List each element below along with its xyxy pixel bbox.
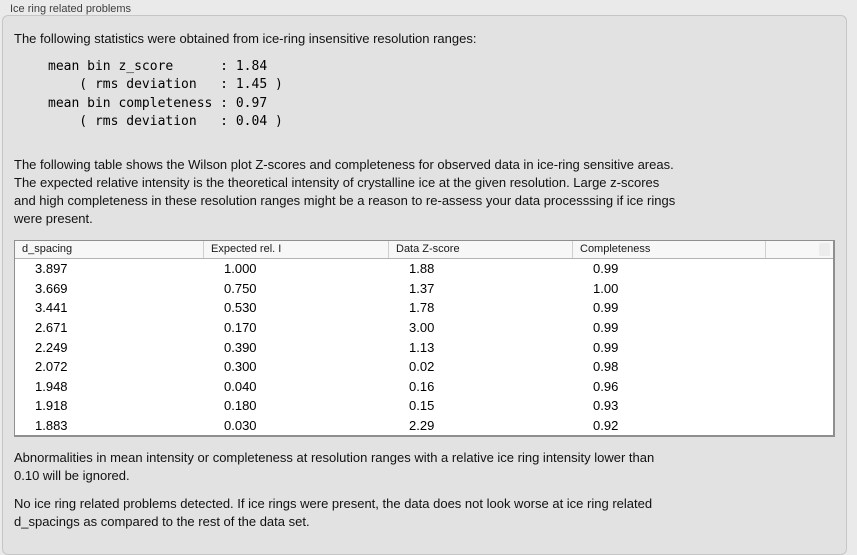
cell-expected-rel-i: 0.300 xyxy=(224,359,257,375)
column-header-data-z-score[interactable]: Data Z-score xyxy=(389,241,573,258)
cell-data-z-score: 1.13 xyxy=(409,339,435,355)
intro-text: The following statistics were obtained f… xyxy=(14,31,477,46)
table-body: 3.897 1.000 1.88 0.99 3.669 0.750 1.37 1… xyxy=(15,259,833,435)
cell-d-spacing: 1.918 xyxy=(35,398,68,414)
cell-expected-rel-i: 0.170 xyxy=(224,319,257,335)
ignore-note: Abnormalities in mean intensity or compl… xyxy=(14,450,655,483)
ice-ring-groupbox: The following statistics were obtained f… xyxy=(2,15,847,555)
cell-data-z-score: 0.02 xyxy=(409,359,435,375)
cell-data-z-score: 2.29 xyxy=(409,418,435,434)
cell-expected-rel-i: 1.000 xyxy=(224,261,257,276)
cell-d-spacing: 1.883 xyxy=(35,418,68,434)
cell-data-z-score: 0.15 xyxy=(409,398,435,414)
cell-expected-rel-i: 0.750 xyxy=(224,280,257,296)
table-row[interactable]: 1.883 0.030 2.29 0.92 xyxy=(15,416,833,435)
cell-data-z-score: 1.88 xyxy=(409,261,435,276)
table-row[interactable]: 2.249 0.390 1.13 0.99 xyxy=(15,338,833,358)
cell-completeness: 0.99 xyxy=(593,261,619,276)
cell-d-spacing: 3.441 xyxy=(35,300,68,316)
table-row[interactable]: 3.897 1.000 1.88 0.99 xyxy=(15,259,833,279)
cell-completeness: 0.98 xyxy=(593,359,619,375)
cell-completeness: 0.99 xyxy=(593,339,619,355)
cell-d-spacing: 3.669 xyxy=(35,280,68,296)
cell-data-z-score: 3.00 xyxy=(409,319,435,335)
cell-expected-rel-i: 0.030 xyxy=(224,418,257,434)
cell-completeness: 0.99 xyxy=(593,300,619,316)
cell-completeness: 0.96 xyxy=(593,378,619,394)
header-spacer xyxy=(819,243,830,256)
cell-data-z-score: 0.16 xyxy=(409,378,435,394)
cell-d-spacing: 1.948 xyxy=(35,378,68,394)
table-row[interactable]: 3.669 0.750 1.37 1.00 xyxy=(15,279,833,299)
column-header-d-spacing[interactable]: d_spacing xyxy=(15,241,204,258)
cell-d-spacing: 3.897 xyxy=(35,261,68,276)
cell-expected-rel-i: 0.180 xyxy=(224,398,257,414)
cell-expected-rel-i: 0.040 xyxy=(224,378,257,394)
stats-block: mean bin z_score : 1.84 ( rms deviation … xyxy=(48,59,283,129)
cell-completeness: 1.00 xyxy=(593,280,619,296)
table-row[interactable]: 1.948 0.040 0.16 0.96 xyxy=(15,377,833,397)
table-header-row: d_spacing Expected rel. I Data Z-score C… xyxy=(15,241,833,259)
column-header-completeness[interactable]: Completeness xyxy=(573,241,766,258)
cell-completeness: 0.99 xyxy=(593,319,619,335)
table-row[interactable]: 2.671 0.170 3.00 0.99 xyxy=(15,318,833,338)
cell-expected-rel-i: 0.390 xyxy=(224,339,257,355)
cell-expected-rel-i: 0.530 xyxy=(224,300,257,316)
cell-d-spacing: 2.072 xyxy=(35,359,68,375)
cell-d-spacing: 2.671 xyxy=(35,319,68,335)
cell-completeness: 0.92 xyxy=(593,418,619,434)
conclusion-text: No ice ring related problems detected. I… xyxy=(14,496,653,529)
ice-ring-table[interactable]: d_spacing Expected rel. I Data Z-score C… xyxy=(14,240,835,437)
table-row[interactable]: 1.918 0.180 0.15 0.93 xyxy=(15,396,833,416)
cell-d-spacing: 2.249 xyxy=(35,339,68,355)
table-description: The following table shows the Wilson plo… xyxy=(14,157,676,226)
groupbox-title: Ice ring related problems xyxy=(10,3,132,15)
cell-completeness: 0.93 xyxy=(593,398,619,414)
cell-data-z-score: 1.78 xyxy=(409,300,435,316)
column-header-expected-rel-i[interactable]: Expected rel. I xyxy=(204,241,389,258)
cell-data-z-score: 1.37 xyxy=(409,280,435,296)
table-row[interactable]: 2.072 0.300 0.02 0.98 xyxy=(15,357,833,377)
table-row[interactable]: 3.441 0.530 1.78 0.99 xyxy=(15,298,833,318)
